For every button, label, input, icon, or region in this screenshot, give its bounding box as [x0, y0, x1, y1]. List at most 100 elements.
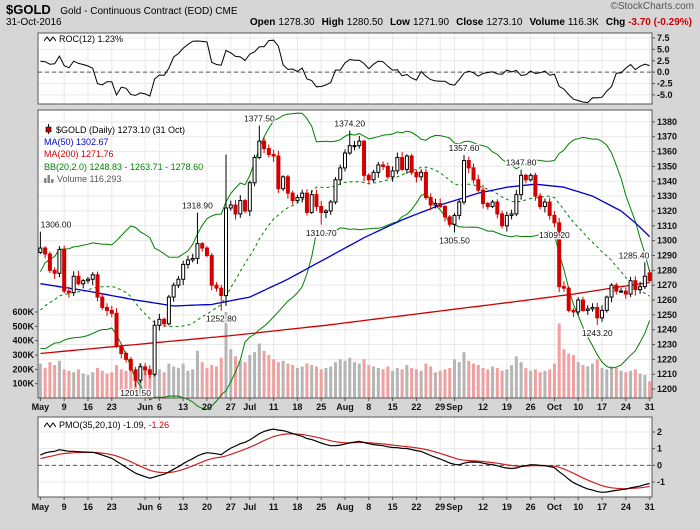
svg-text:11: 11: [269, 502, 279, 512]
svg-text:22: 22: [411, 402, 421, 412]
axis-labels: 1200121012201230124012501260127012801290…: [12, 33, 677, 512]
svg-text:1330: 1330: [657, 191, 677, 201]
symbol-ticker: $GOLD: [6, 2, 51, 17]
svg-text:1230: 1230: [657, 340, 677, 350]
svg-text:1357.60: 1357.60: [449, 143, 480, 153]
svg-text:400K: 400K: [12, 336, 34, 346]
ma50-legend: MA(50) 1302.67: [44, 137, 109, 148]
high-label: High: [321, 17, 344, 28]
svg-text:1318.90: 1318.90: [182, 201, 213, 211]
svg-text:18: 18: [292, 402, 302, 412]
svg-text:1306.00: 1306.00: [41, 220, 72, 230]
svg-text:9: 9: [62, 402, 67, 412]
svg-text:-2.5: -2.5: [657, 79, 673, 89]
svg-text:Aug: Aug: [336, 502, 354, 512]
bollinger-bands: [39, 112, 651, 410]
svg-text:300K: 300K: [12, 350, 34, 360]
svg-text:1210: 1210: [657, 369, 677, 379]
svg-text:31: 31: [645, 402, 655, 412]
svg-text:1310.70: 1310.70: [306, 228, 337, 238]
svg-text:16: 16: [83, 502, 93, 512]
svg-text:1220: 1220: [657, 354, 677, 364]
symbol-legend-row: $GOLD (Daily) 1273.10 (31 Oct): [44, 124, 203, 136]
svg-text:13: 13: [178, 402, 188, 412]
volume-value: 116.3K: [567, 17, 599, 28]
svg-text:11: 11: [269, 402, 279, 412]
svg-text:5.0: 5.0: [657, 44, 670, 54]
svg-text:1240: 1240: [657, 325, 677, 335]
svg-text:1347.80: 1347.80: [506, 158, 537, 168]
quote-strip: Open 1278.30 High 1280.50 Low 1271.90 Close 127…: [250, 17, 692, 28]
roc-legend-label: ROC(12) 1.23%: [59, 34, 124, 44]
volume-legend-label: Volume 116,293: [57, 173, 122, 184]
pmo-legend: PMO(35,20,10) -1.09, -1.26: [44, 419, 169, 431]
ma200-line: [40, 281, 650, 355]
svg-text:7.5: 7.5: [657, 33, 670, 43]
roc-legend: ROC(12) 1.23%: [44, 33, 123, 45]
svg-text:1374.20: 1374.20: [334, 118, 365, 128]
svg-text:1360: 1360: [657, 147, 677, 157]
svg-text:1320: 1320: [657, 206, 677, 216]
svg-text:1250: 1250: [657, 310, 677, 320]
volume-legend-row: Volume 116,293: [44, 173, 203, 185]
close-label: Close: [456, 17, 484, 28]
svg-text:1370: 1370: [657, 132, 677, 142]
svg-text:1252.80: 1252.80: [206, 314, 237, 324]
svg-text:23: 23: [107, 402, 117, 412]
svg-text:29: 29: [435, 502, 445, 512]
volume-bars-layer: [38, 312, 652, 398]
svg-text:1285.40: 1285.40: [619, 250, 650, 260]
svg-text:1270: 1270: [657, 280, 677, 290]
svg-text:1290: 1290: [657, 250, 677, 260]
svg-text:1260: 1260: [657, 295, 677, 305]
svg-text:25: 25: [316, 402, 326, 412]
svg-text:May: May: [32, 402, 50, 412]
candles-layer: [38, 125, 652, 387]
volume-bars-icon: [44, 174, 54, 183]
ma200-legend: MA(200) 1271.76: [44, 149, 114, 160]
svg-text:6: 6: [157, 402, 162, 412]
open-value: 1278.30: [278, 17, 315, 28]
svg-text:18: 18: [292, 502, 302, 512]
svg-text:19: 19: [502, 402, 512, 412]
svg-text:100K: 100K: [12, 379, 34, 389]
svg-text:12: 12: [478, 402, 488, 412]
svg-text:1340: 1340: [657, 176, 677, 186]
candlestick-icon: [45, 124, 52, 134]
svg-text:25: 25: [316, 502, 326, 512]
svg-text:Jul: Jul: [243, 402, 256, 412]
svg-text:27: 27: [226, 502, 236, 512]
svg-text:20: 20: [202, 402, 212, 412]
ma50-line: [40, 183, 651, 307]
svg-text:19: 19: [502, 502, 512, 512]
price-annotations: 1306.00 1201.50 1318.90 1252.80 1377.50 1310.…: [39, 112, 650, 399]
volume-label: Volume: [529, 17, 565, 28]
stockcharts-credit: ©StockCharts.com: [610, 1, 694, 12]
svg-text:Aug: Aug: [336, 402, 354, 412]
svg-text:15: 15: [388, 402, 398, 412]
svg-text:0: 0: [657, 460, 662, 470]
svg-text:29: 29: [435, 402, 445, 412]
svg-text:500K: 500K: [12, 321, 34, 331]
svg-text:26: 26: [526, 502, 536, 512]
chart-date: 31-Oct-2016: [6, 17, 62, 28]
pmo-legend-label: PMO(35,20,10) -1.09,: [59, 420, 147, 430]
svg-text:1201.50: 1201.50: [120, 388, 151, 398]
header-row-1: $GOLD Gold - Continuous Contract (EOD) C…: [6, 1, 694, 17]
header-row-2: 31-Oct-2016 Open 1278.30 High 1280.50 Low 127…: [6, 17, 694, 28]
svg-text:31: 31: [645, 502, 655, 512]
svg-text:1380: 1380: [657, 117, 677, 127]
svg-text:16: 16: [83, 402, 93, 412]
svg-text:2.5: 2.5: [657, 56, 670, 66]
svg-text:May: May: [32, 502, 50, 512]
symbol-legend-label: $GOLD (Daily) 1273.10 (31 Oct): [56, 125, 186, 135]
svg-text:1377.50: 1377.50: [244, 114, 275, 124]
line-icon: [44, 422, 56, 428]
svg-text:17: 17: [597, 502, 607, 512]
svg-text:12: 12: [478, 502, 488, 512]
svg-text:13: 13: [178, 502, 188, 512]
svg-text:23: 23: [107, 502, 117, 512]
pmo-line: [40, 428, 650, 493]
svg-text:8: 8: [366, 502, 371, 512]
